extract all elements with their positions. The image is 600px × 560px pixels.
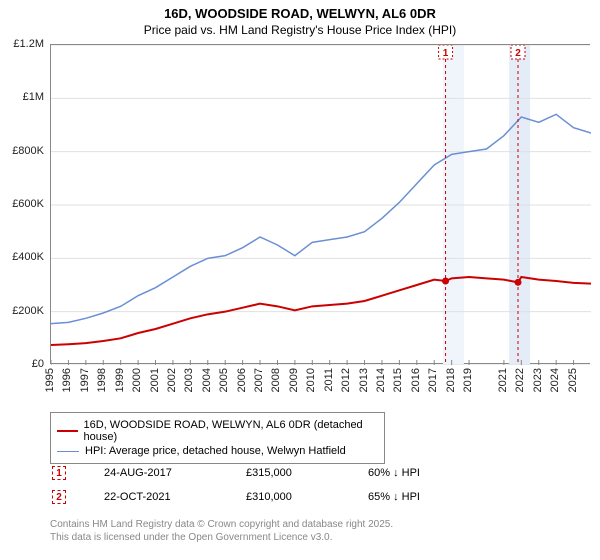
x-axis: 1995199619971998199920002001200220032004… [50,366,590,410]
chart-area: 12 [50,44,590,364]
footer: Contains HM Land Registry data © Crown c… [50,518,393,544]
sale-delta: 65% ↓ HPI [368,486,568,508]
legend-label: 16D, WOODSIDE ROAD, WELWYN, AL6 0DR (det… [84,419,378,443]
sale-marker-dot [515,279,522,286]
y-tick-label: £400K [12,251,44,263]
x-tick-label: 1995 [44,368,56,392]
x-tick-label: 2001 [149,368,161,392]
legend-row: 16D, WOODSIDE ROAD, WELWYN, AL6 0DR (det… [57,419,378,443]
event-marker: 2 [511,45,525,59]
y-tick-label: £1M [23,91,44,103]
x-tick-label: 2012 [340,368,352,392]
event-marker: 1 [439,45,453,59]
x-tick-label: 2009 [288,368,300,392]
y-tick-label: £0 [32,358,44,370]
x-tick-label: 2005 [218,368,230,392]
x-tick-label: 1997 [79,368,91,392]
sale-price: £310,000 [246,486,366,508]
svg-text:2: 2 [515,48,521,59]
x-tick-label: 2021 [497,368,509,392]
x-tick-label: 2023 [532,368,544,392]
x-tick-label: 2010 [305,368,317,392]
sales-table: 1 24-AUG-2017£315,00060% ↓ HPI 2 22-OCT-202… [50,460,570,510]
x-tick-label: 2024 [549,368,561,392]
footer-line2: This data is licensed under the Open Gov… [50,531,393,544]
title-line1: 16D, WOODSIDE ROAD, WELWYN, AL6 0DR [0,6,600,21]
y-tick-label: £200K [12,305,44,317]
x-tick-label: 2002 [166,368,178,392]
chart-container: 16D, WOODSIDE ROAD, WELWYN, AL6 0DR Pric… [0,0,600,560]
x-tick-label: 1998 [96,368,108,392]
legend-swatch [57,451,79,452]
sale-price: £315,000 [246,462,366,484]
sale-date: 24-AUG-2017 [104,462,244,484]
legend-label: HPI: Average price, detached house, Welw… [85,445,346,457]
x-tick-label: 2013 [358,368,370,392]
x-tick-label: 2004 [201,368,213,392]
x-tick-label: 1999 [114,368,126,392]
x-tick-label: 2019 [462,368,474,392]
legend-swatch [57,430,78,432]
sale-marker-box: 1 [52,466,66,480]
x-tick-label: 2015 [392,368,404,392]
y-axis: £0£200K£400K£600K£800K£1M£1.2M [0,44,48,364]
x-tick-label: 1996 [61,368,73,392]
chart-svg: 12 [51,45,591,365]
x-tick-label: 2014 [375,368,387,392]
title-block: 16D, WOODSIDE ROAD, WELWYN, AL6 0DR Pric… [0,0,600,41]
sale-marker-box: 2 [52,490,66,504]
x-tick-label: 2008 [270,368,282,392]
sale-marker-dot [442,278,449,285]
x-tick-label: 2016 [410,368,422,392]
sale-row: 1 24-AUG-2017£315,00060% ↓ HPI [52,462,568,484]
x-tick-label: 2007 [253,368,265,392]
svg-text:1: 1 [443,48,449,59]
x-tick-label: 2000 [131,368,143,392]
y-tick-label: £1.2M [13,38,44,50]
legend-row: HPI: Average price, detached house, Welw… [57,445,378,457]
x-tick-label: 2018 [445,368,457,392]
sale-date: 22-OCT-2021 [104,486,244,508]
x-tick-label: 2022 [514,368,526,392]
sale-delta: 60% ↓ HPI [368,462,568,484]
x-tick-label: 2017 [427,368,439,392]
x-tick-label: 2011 [323,368,335,392]
x-tick-label: 2025 [567,368,579,392]
x-tick-label: 2003 [183,368,195,392]
y-tick-label: £800K [12,145,44,157]
legend: 16D, WOODSIDE ROAD, WELWYN, AL6 0DR (det… [50,412,385,464]
y-tick-label: £600K [12,198,44,210]
x-tick-label: 2006 [236,368,248,392]
title-line2: Price paid vs. HM Land Registry's House … [0,23,600,37]
sale-row: 2 22-OCT-2021£310,00065% ↓ HPI [52,486,568,508]
footer-line1: Contains HM Land Registry data © Crown c… [50,518,393,531]
